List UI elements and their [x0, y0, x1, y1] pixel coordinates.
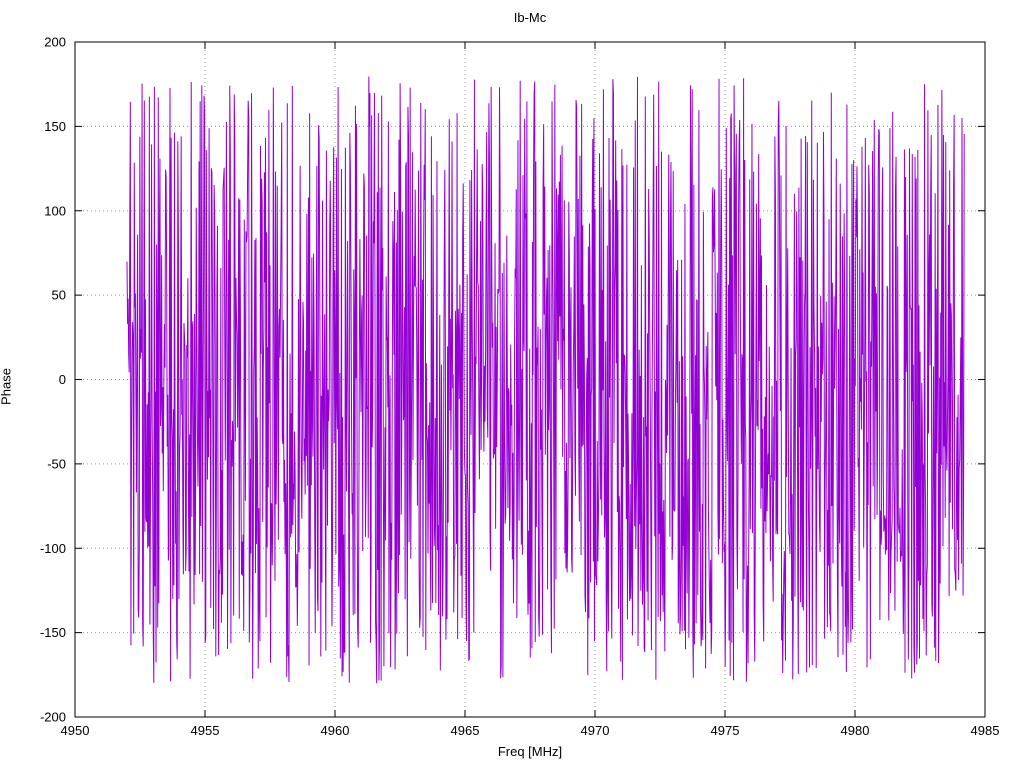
x-tick-label: 4960: [321, 723, 350, 738]
x-tick-label: 4970: [581, 723, 610, 738]
phase-trace: [126, 76, 965, 684]
y-tick-label: -150: [40, 625, 66, 640]
y-tick-label: 0: [59, 372, 66, 387]
x-tick-label: 4955: [191, 723, 220, 738]
y-tick-label: 50: [52, 288, 66, 303]
x-tick-label: 4950: [61, 723, 90, 738]
x-tick-label: 4975: [711, 723, 740, 738]
y-axis-label: Phase: [0, 368, 14, 405]
x-axis-label: Freq [MHz]: [497, 744, 563, 759]
x-tick-label: 4965: [451, 723, 480, 738]
y-tick-label: 100: [44, 203, 66, 218]
x-tick-label: 4985: [971, 723, 1000, 738]
y-tick-label: 150: [44, 119, 66, 134]
chart-title: Ib-Mc: [513, 10, 547, 25]
y-tick-label: -100: [40, 541, 66, 556]
y-tick-label: 200: [44, 35, 66, 50]
x-tick-label: 4980: [841, 723, 870, 738]
y-tick-label: -50: [47, 456, 66, 471]
y-tick-label: -200: [40, 710, 66, 725]
